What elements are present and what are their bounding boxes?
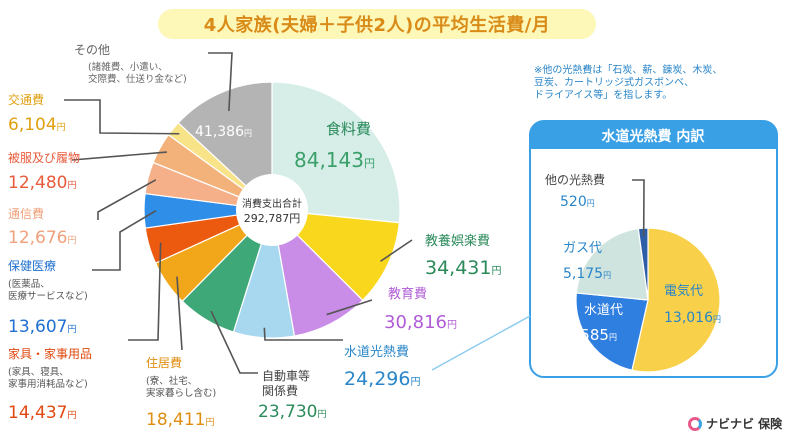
utilities-slice-u_elec xyxy=(631,227,721,373)
leader-line xyxy=(326,299,373,316)
sublabel-housing: (寮、社宅、実家暮らし含む) xyxy=(146,375,216,399)
label-auto: 自動車等関係費 xyxy=(262,369,310,398)
value-water: 5,585円 xyxy=(566,326,617,344)
value-electricity: 13,016円 xyxy=(664,310,721,326)
logo-icon xyxy=(688,416,702,431)
donut-center xyxy=(236,174,308,246)
leader-line xyxy=(97,179,157,220)
value-auto: 23,730円 xyxy=(258,402,327,422)
leader-line xyxy=(128,242,162,341)
label-clothing: 被服及び履物 xyxy=(8,151,80,165)
pie-slice-other xyxy=(177,81,273,212)
leader-line xyxy=(210,310,258,374)
leader-line xyxy=(263,327,343,341)
label-education: 教育費 xyxy=(388,286,427,302)
label-housing: 住居費 xyxy=(146,355,182,370)
value-other: 41,386円 xyxy=(195,124,252,140)
utilities-panel-header xyxy=(530,121,777,149)
center-label: 消費支出合計 xyxy=(242,197,302,210)
label-utilities: 水道光熱費 xyxy=(344,345,409,360)
sublabel-furniture: (家具、寝具、家事用消耗品など) xyxy=(8,366,88,390)
leader-line xyxy=(64,99,180,135)
leader-line xyxy=(92,210,157,271)
label-transport: 交通費 xyxy=(8,92,44,107)
label-other: その他 xyxy=(74,43,110,57)
label-health: 保健医療 xyxy=(8,259,56,273)
pie-slice-education xyxy=(271,208,364,337)
leader-line xyxy=(632,179,645,237)
value-education: 30,816円 xyxy=(384,312,457,333)
value-housing: 18,411円 xyxy=(146,410,215,430)
value-transport: 6,104円 xyxy=(8,115,66,135)
leader-line xyxy=(176,276,183,351)
label-food: 食料費 xyxy=(326,120,371,138)
label-gas: ガス代 xyxy=(563,241,602,256)
label-electricity: 電気代 xyxy=(664,283,703,299)
pie-slice-food xyxy=(271,81,401,224)
page-title: 4人家族(夫婦＋子供2人)の平均生活費/月 xyxy=(158,9,596,39)
value-food: 84,143円 xyxy=(294,148,375,172)
brand-logo: ナビナビ 保険 xyxy=(688,415,782,432)
value-gas: 5,175円 xyxy=(563,266,611,282)
utilities-slice-u_water xyxy=(575,292,649,371)
sublabel-other: (諸雑費、小遣い、交際費、仕送り金など) xyxy=(88,61,187,85)
label-education-rec: 教養娯楽費 xyxy=(425,233,490,249)
leader-line xyxy=(380,239,413,262)
value-education-rec: 34,431円 xyxy=(425,257,501,279)
utilities-title: 水道光熱費 内訳 xyxy=(602,128,706,145)
logo-text: ナビナビ 保険 xyxy=(706,417,783,431)
label-furniture: 家具・家事用品 xyxy=(8,346,92,361)
leader-line xyxy=(208,52,233,112)
utilities-note: ※他の光熱費は「石炭、薪、錬炭、木炭、豆炭、カートリッジ式ガスボンベ、ドライアイ… xyxy=(534,63,722,101)
center-value: 292,787円 xyxy=(244,212,301,225)
utilities-slice-u_gas xyxy=(575,227,649,301)
pie-slice-education_rec xyxy=(270,209,401,302)
label-communication: 通信費 xyxy=(8,206,44,221)
label-water: 水道代 xyxy=(584,303,623,318)
value-clothing: 12,480円 xyxy=(8,173,77,193)
value-furniture: 14,437円 xyxy=(8,403,77,423)
value-communication: 12,676円 xyxy=(8,228,77,248)
leader-line xyxy=(71,151,167,161)
value-health: 13,607円 xyxy=(8,317,77,337)
value-utilities: 24,296円 xyxy=(344,368,420,390)
label-other-fuel: 他の光熱費 xyxy=(545,172,605,187)
sublabel-health: (医薬品、医療サービスなど) xyxy=(8,278,88,302)
value-other-fuel: 520円 xyxy=(560,194,595,210)
connector-line xyxy=(431,315,531,371)
